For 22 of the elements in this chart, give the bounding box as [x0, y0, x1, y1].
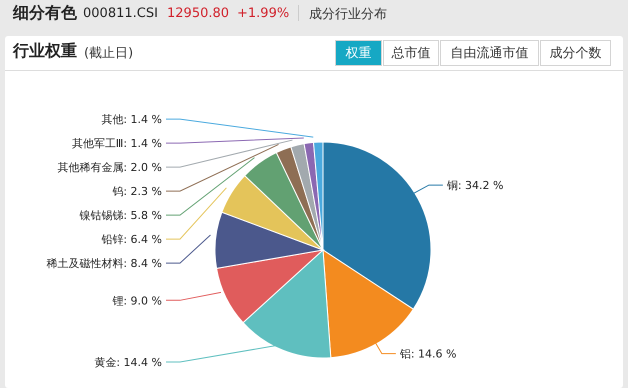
- chart-subtitle: 行业权重: [13, 41, 77, 62]
- slice-label: 铝: 14.6 %: [398, 348, 457, 361]
- slice-label: 锂: 9.0 %: [111, 294, 162, 308]
- slice-label: 稀土及磁性材料: 8.4 %: [46, 257, 162, 270]
- slice-label: 镍钴锡锑: 5.8 %: [78, 209, 162, 222]
- slice-label: 其他军工Ⅲ: 1.4 %: [72, 137, 162, 150]
- text: 成分行业分布: [309, 6, 387, 23]
- slice-label: 其他: 1.4 %: [101, 113, 162, 126]
- chart-title: 细分有色: [13, 3, 77, 24]
- slice-label: 铅锌: 6.4 %: [100, 233, 162, 246]
- text: 成分个数: [540, 40, 611, 66]
- slice-label: 其他稀有金属: 2.0 %: [57, 161, 162, 174]
- text: (截止日): [84, 45, 134, 62]
- text: 12950.80: [167, 6, 230, 21]
- slice-label: 黄金: 14.4 %: [94, 356, 162, 369]
- text: 自由流通市值: [440, 40, 539, 66]
- text: +1.99%: [237, 6, 290, 21]
- slice-label: 铜: 34.2 %: [446, 179, 504, 192]
- text: 000811.CSI: [83, 6, 158, 21]
- text: 权重: [335, 40, 382, 66]
- slice-label: 钨: 2.3 %: [111, 185, 162, 198]
- text: 总市值: [383, 40, 439, 66]
